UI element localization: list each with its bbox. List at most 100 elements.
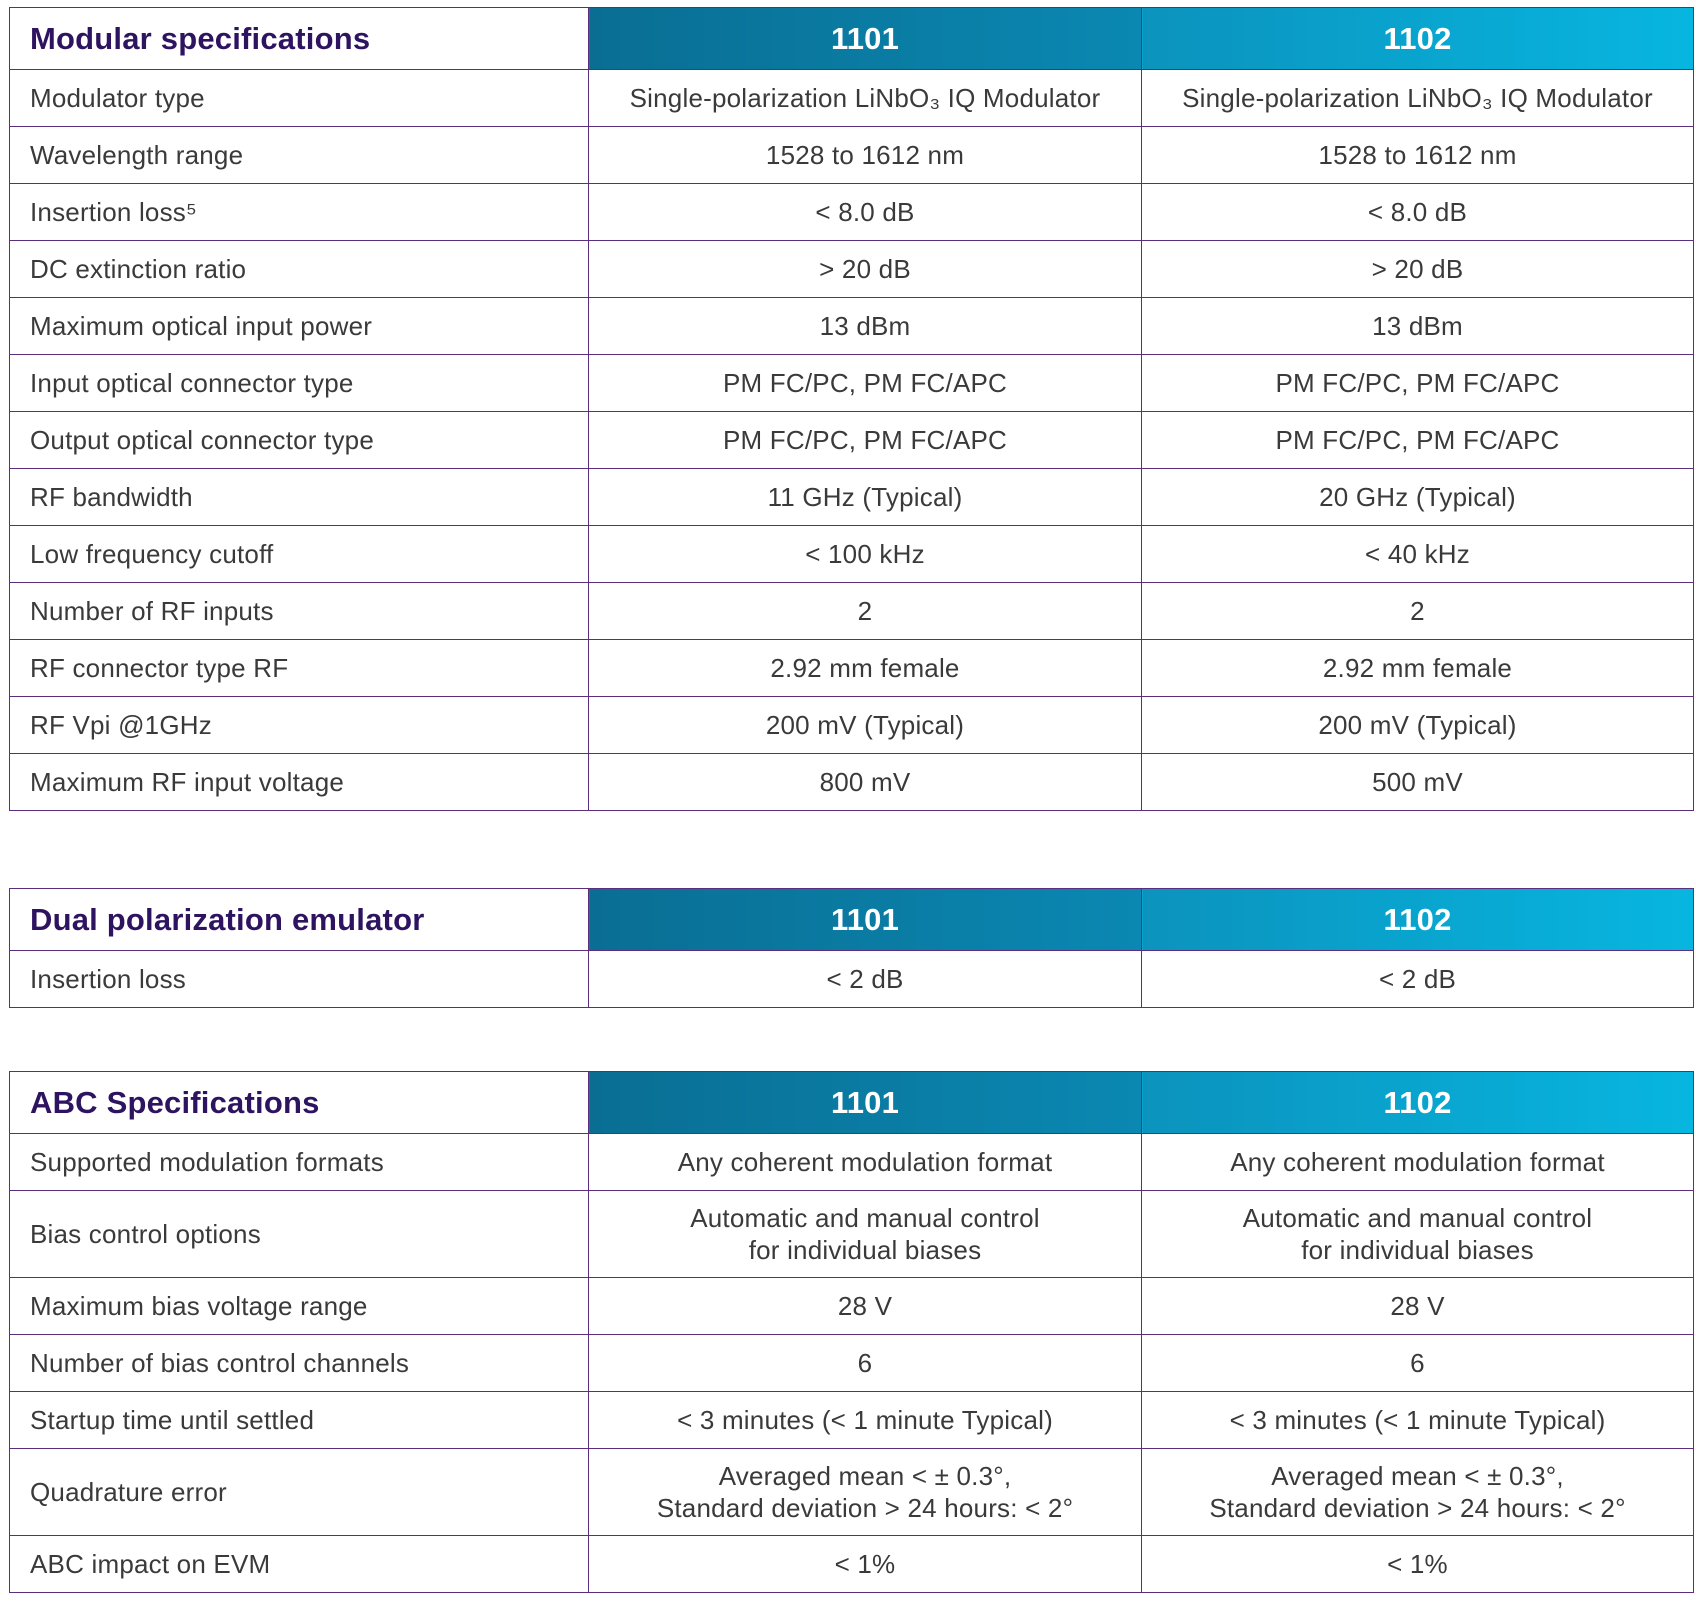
value-1101: 1528 to 1612 nm bbox=[588, 126, 1142, 184]
row-label: ABC impact on EVM bbox=[9, 1535, 589, 1593]
value-1102: Averaged mean < ± 0.3°, Standard deviati… bbox=[1141, 1448, 1694, 1536]
value-1101: 13 dBm bbox=[588, 297, 1142, 355]
table-row: DC extinction ratio > 20 dB > 20 dB bbox=[9, 240, 1694, 298]
value-1101: < 8.0 dB bbox=[588, 183, 1142, 241]
value-1101: Averaged mean < ± 0.3°, Standard deviati… bbox=[588, 1448, 1142, 1536]
column-header-1102: 1102 bbox=[1141, 1071, 1694, 1134]
value-1101: < 1% bbox=[588, 1535, 1142, 1593]
table-row: Input optical connector type PM FC/PC, P… bbox=[9, 354, 1694, 412]
modular-specifications-table: Modular specifications 1101 1102 Modulat… bbox=[9, 7, 1694, 811]
value-1101: 2 bbox=[588, 582, 1142, 640]
table-row: ABC impact on EVM < 1% < 1% bbox=[9, 1535, 1694, 1593]
row-label: Bias control options bbox=[9, 1190, 589, 1278]
table-row: Quadrature error Averaged mean < ± 0.3°,… bbox=[9, 1448, 1694, 1536]
value-1101: 800 mV bbox=[588, 753, 1142, 811]
table-row: RF bandwidth 11 GHz (Typical) 20 GHz (Ty… bbox=[9, 468, 1694, 526]
value-1101: 28 V bbox=[588, 1277, 1142, 1335]
table-row: Insertion loss < 2 dB < 2 dB bbox=[9, 950, 1694, 1008]
row-label: Maximum bias voltage range bbox=[9, 1277, 589, 1335]
value-1102: < 2 dB bbox=[1141, 950, 1694, 1008]
row-label: DC extinction ratio bbox=[9, 240, 589, 298]
column-header-1102: 1102 bbox=[1141, 7, 1694, 70]
abc-specifications-table: ABC Specifications 1101 1102 Supported m… bbox=[9, 1071, 1694, 1593]
value-1101: < 2 dB bbox=[588, 950, 1142, 1008]
row-label: Wavelength range bbox=[9, 126, 589, 184]
value-1102: < 40 kHz bbox=[1141, 525, 1694, 583]
row-label: Insertion loss bbox=[9, 950, 589, 1008]
value-line: Averaged mean < ± 0.3°, bbox=[1271, 1461, 1564, 1491]
table-row: Maximum RF input voltage 800 mV 500 mV bbox=[9, 753, 1694, 811]
value-1101: < 3 minutes (< 1 minute Typical) bbox=[588, 1391, 1142, 1449]
value-1102: > 20 dB bbox=[1141, 240, 1694, 298]
value-1102: 2.92 mm female bbox=[1141, 639, 1694, 697]
value-1102: < 3 minutes (< 1 minute Typical) bbox=[1141, 1391, 1694, 1449]
value-1101: Single-polarization LiNbO₃ IQ Modulator bbox=[588, 69, 1142, 127]
value-1101: PM FC/PC, PM FC/APC bbox=[588, 354, 1142, 412]
table-title: Dual polarization emulator bbox=[9, 888, 589, 951]
value-1102: < 1% bbox=[1141, 1535, 1694, 1593]
row-label: Startup time until settled bbox=[9, 1391, 589, 1449]
table-row: Low frequency cutoff < 100 kHz < 40 kHz bbox=[9, 525, 1694, 583]
row-label: Quadrature error bbox=[9, 1448, 589, 1536]
table-title: ABC Specifications bbox=[9, 1071, 589, 1134]
value-line: for individual biases bbox=[1301, 1235, 1534, 1265]
value-1101: > 20 dB bbox=[588, 240, 1142, 298]
value-1101: 6 bbox=[588, 1334, 1142, 1392]
table-header-row: Dual polarization emulator 1101 1102 bbox=[9, 888, 1694, 951]
table-row: Supported modulation formats Any coheren… bbox=[9, 1133, 1694, 1191]
value-1101: 11 GHz (Typical) bbox=[588, 468, 1142, 526]
value-1101: 2.92 mm female bbox=[588, 639, 1142, 697]
value-line: Standard deviation > 24 hours: < 2° bbox=[656, 1493, 1074, 1523]
value-1102: Single-polarization LiNbO₃ IQ Modulator bbox=[1141, 69, 1694, 127]
table-row: Number of RF inputs 2 2 bbox=[9, 582, 1694, 640]
table-row: Startup time until settled < 3 minutes (… bbox=[9, 1391, 1694, 1449]
row-label: Input optical connector type bbox=[9, 354, 589, 412]
table-row: Insertion loss⁵ < 8.0 dB < 8.0 dB bbox=[9, 183, 1694, 241]
table-row: RF Vpi @1GHz 200 mV (Typical) 200 mV (Ty… bbox=[9, 696, 1694, 754]
value-1101: < 100 kHz bbox=[588, 525, 1142, 583]
table-row: Modulator type Single-polarization LiNbO… bbox=[9, 69, 1694, 127]
dual-polarization-emulator-table: Dual polarization emulator 1101 1102 Ins… bbox=[9, 888, 1694, 1008]
value-line: Averaged mean < ± 0.3°, bbox=[718, 1461, 1012, 1491]
value-1102: Any coherent modulation format bbox=[1141, 1133, 1694, 1191]
value-1102: 500 mV bbox=[1141, 753, 1694, 811]
value-1102: 200 mV (Typical) bbox=[1141, 696, 1694, 754]
value-1102: 1528 to 1612 nm bbox=[1141, 126, 1694, 184]
table-row: Number of bias control channels 6 6 bbox=[9, 1334, 1694, 1392]
value-1102: 6 bbox=[1141, 1334, 1694, 1392]
value-1101: Automatic and manual control for individ… bbox=[588, 1190, 1142, 1278]
row-label: Number of RF inputs bbox=[9, 582, 589, 640]
value-line: Automatic and manual control bbox=[690, 1203, 1040, 1233]
value-1102: PM FC/PC, PM FC/APC bbox=[1141, 354, 1694, 412]
row-label: Maximum RF input voltage bbox=[9, 753, 589, 811]
row-label: RF connector type RF bbox=[9, 639, 589, 697]
value-1102: 28 V bbox=[1141, 1277, 1694, 1335]
column-header-1101: 1101 bbox=[588, 7, 1142, 70]
row-label: RF bandwidth bbox=[9, 468, 589, 526]
row-label: Low frequency cutoff bbox=[9, 525, 589, 583]
row-label: Supported modulation formats bbox=[9, 1133, 589, 1191]
table-header-row: Modular specifications 1101 1102 bbox=[9, 7, 1694, 70]
row-label: Maximum optical input power bbox=[9, 297, 589, 355]
table-row: Maximum bias voltage range 28 V 28 V bbox=[9, 1277, 1694, 1335]
row-label: Insertion loss⁵ bbox=[9, 183, 589, 241]
table-title: Modular specifications bbox=[9, 7, 589, 70]
table-header-row: ABC Specifications 1101 1102 bbox=[9, 1071, 1694, 1134]
value-line: for individual biases bbox=[748, 1235, 982, 1265]
row-label: Output optical connector type bbox=[9, 411, 589, 469]
value-1102: 20 GHz (Typical) bbox=[1141, 468, 1694, 526]
row-label: Modulator type bbox=[9, 69, 589, 127]
column-header-1101: 1101 bbox=[588, 1071, 1142, 1134]
value-1101: 200 mV (Typical) bbox=[588, 696, 1142, 754]
value-1101: PM FC/PC, PM FC/APC bbox=[588, 411, 1142, 469]
table-row: Output optical connector type PM FC/PC, … bbox=[9, 411, 1694, 469]
value-1102: 13 dBm bbox=[1141, 297, 1694, 355]
value-1102: Automatic and manual control for individ… bbox=[1141, 1190, 1694, 1278]
column-header-1102: 1102 bbox=[1141, 888, 1694, 951]
column-header-1101: 1101 bbox=[588, 888, 1142, 951]
value-1101: Any coherent modulation format bbox=[588, 1133, 1142, 1191]
table-row: RF connector type RF 2.92 mm female 2.92… bbox=[9, 639, 1694, 697]
row-label: RF Vpi @1GHz bbox=[9, 696, 589, 754]
table-row: Bias control options Automatic and manua… bbox=[9, 1190, 1694, 1278]
value-1102: 2 bbox=[1141, 582, 1694, 640]
